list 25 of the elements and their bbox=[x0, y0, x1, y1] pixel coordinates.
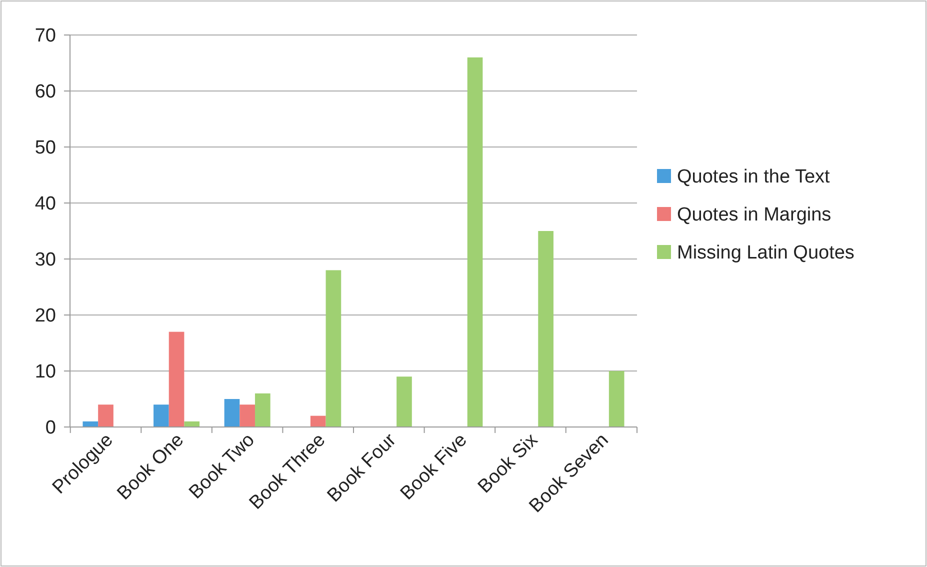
legend-label: Quotes in Margins bbox=[677, 204, 832, 226]
y-tick-label: 40 bbox=[34, 194, 56, 215]
bar bbox=[254, 393, 270, 427]
bar bbox=[154, 404, 169, 427]
y-tick-label: 0 bbox=[45, 418, 56, 439]
bar bbox=[326, 270, 342, 427]
bar bbox=[467, 57, 483, 427]
bar bbox=[224, 399, 240, 427]
legend-label: Missing Latin Quotes bbox=[677, 242, 854, 264]
y-tick-label: 50 bbox=[34, 138, 56, 159]
bar bbox=[184, 421, 200, 427]
bar bbox=[240, 404, 255, 427]
bar bbox=[82, 421, 98, 427]
legend-label: Quotes in the Text bbox=[677, 166, 831, 188]
bar bbox=[608, 371, 624, 427]
bar bbox=[168, 332, 184, 427]
bar bbox=[396, 376, 412, 427]
bar bbox=[98, 404, 114, 427]
y-tick-label: 60 bbox=[34, 82, 56, 103]
y-tick-label: 30 bbox=[34, 250, 56, 271]
bar bbox=[538, 231, 554, 427]
bar bbox=[310, 416, 326, 427]
y-tick-label: 70 bbox=[34, 26, 56, 47]
y-tick-label: 10 bbox=[34, 362, 56, 383]
y-tick-label: 20 bbox=[34, 306, 56, 327]
